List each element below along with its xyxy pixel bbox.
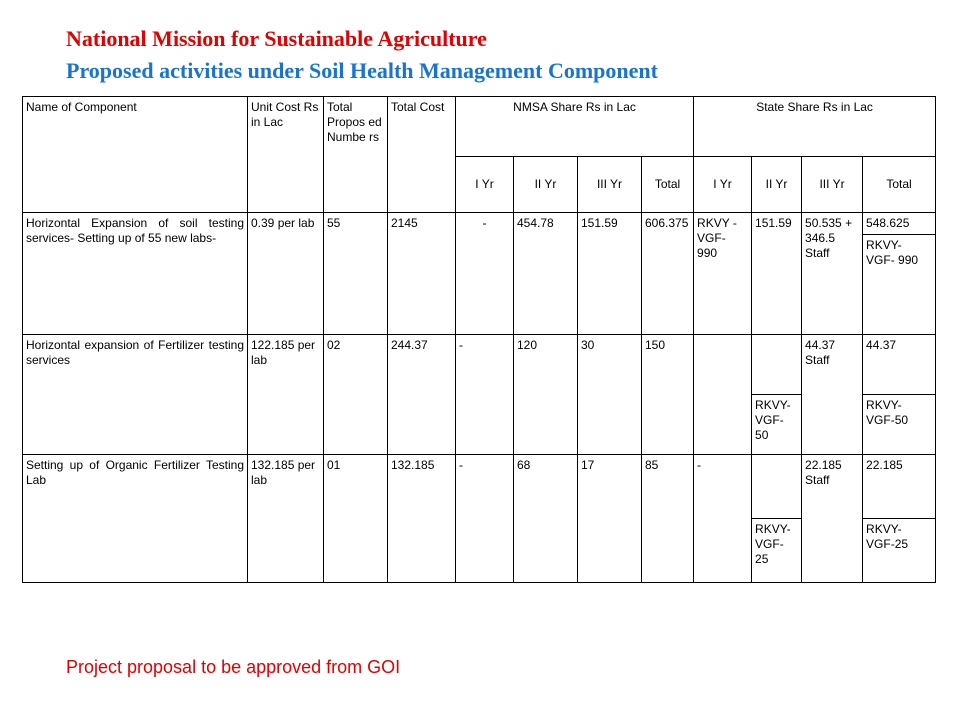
header-name: Name of Component (22, 96, 248, 213)
cell-state-total: 548.625 (862, 212, 937, 235)
cell-state-1: - (693, 454, 753, 583)
cell-nmsa-total: 85 (640, 454, 695, 583)
title-line2: Proposed activities under Soil Health Ma… (66, 58, 658, 83)
cell-nmsa-3: 151.59 (577, 212, 642, 335)
subheader-row: I Yr II Yr III Yr Total I Yr II Yr III Y… (23, 156, 937, 213)
cell-nmsa-total: 606.375 (640, 212, 695, 335)
cell-cost: 2145 (387, 212, 456, 335)
subheader-nmsa-1: I Yr (455, 156, 514, 213)
table-row: Horizontal expansion of Fertilizer testi… (22, 334, 937, 455)
cell-unit-cost: 122.185 per lab (247, 334, 324, 455)
table-row: Horizontal Expansion of soil testing ser… (22, 212, 937, 335)
cell-state-2-note: RKVY- VGF- 25 (751, 518, 803, 583)
cell-numbers: 02 (323, 334, 388, 455)
header-total-proposed: Total Propos ed Numbe rs (323, 96, 388, 213)
cell-component-name: Horizontal expansion of Fertilizer testi… (22, 334, 248, 455)
cell-nmsa-2: 68 (513, 454, 578, 583)
cell-numbers: 01 (323, 454, 388, 583)
cell-state-3: 50.535 + 346.5 Staff (801, 212, 864, 335)
cell-cost: 132.185 (387, 454, 456, 583)
cell-state-total: 44.37 (862, 334, 937, 395)
table-row-extra: RKVY- VGF- 990 (23, 234, 937, 335)
subheader-state-total: Total (862, 156, 937, 213)
footer-note: Project proposal to be approved from GOI (66, 657, 401, 677)
subheader-state-3: III Yr (801, 156, 864, 213)
table-row-extra: RKVY- VGF- 50 RKVY- VGF-50 (23, 394, 937, 455)
cell-state-2-note: RKVY- VGF- 50 (751, 394, 803, 455)
cell-nmsa-1: - (455, 212, 514, 335)
cell-state-1: RKVY - VGF- 990 (693, 212, 753, 335)
cell-nmsa-total: 150 (640, 334, 695, 455)
subheader-nmsa-2: II Yr (513, 156, 578, 213)
cell-state-3: 22.185 Staff (801, 454, 864, 583)
cell-unit-cost: 132.185 per lab (247, 454, 324, 583)
subheader-state-1: I Yr (693, 156, 753, 213)
cell-nmsa-1: - (455, 334, 514, 455)
cell-state-1 (693, 334, 753, 455)
cell-state-2 (751, 334, 803, 395)
cell-component-name: Horizontal Expansion of soil testing ser… (22, 212, 248, 335)
subheader-state-2: II Yr (751, 156, 803, 213)
header-unit-cost: Unit Cost Rs in Lac (247, 96, 324, 213)
cell-state-total-note: RKVY- VGF-50 (862, 394, 937, 455)
cell-nmsa-3: 17 (577, 454, 642, 583)
cell-state-total-note: RKVY- VGF- 990 (862, 234, 937, 335)
subheader-nmsa-3: III Yr (577, 156, 642, 213)
cell-state-total: 22.185 (862, 454, 937, 519)
subheader-nmsa-total: Total (640, 156, 695, 213)
header-row: Name of Component Unit Cost Rs in Lac To… (22, 96, 937, 213)
cell-nmsa-1: - (455, 454, 514, 583)
table-row-extra: RKVY- VGF- 25 RKVY- VGF-25 (23, 518, 937, 583)
cell-state-2 (751, 454, 803, 519)
cell-nmsa-3: 30 (577, 334, 642, 455)
cell-component-name: Setting up of Organic Fertilizer Testing… (22, 454, 248, 583)
cell-state-3: 44.37 Staff (801, 334, 864, 455)
header-total-cost: Total Cost (387, 96, 456, 213)
header-state-share: State Share Rs in Lac (693, 96, 937, 157)
table-row: Setting up of Organic Fertilizer Testing… (22, 454, 937, 583)
cell-unit-cost: 0.39 per lab (247, 212, 324, 335)
component-table: Name of Component Unit Cost Rs in Lac To… (22, 96, 937, 583)
cell-cost: 244.37 (387, 334, 456, 455)
cell-state-2: 151.59 (751, 212, 803, 335)
cell-state-total-note: RKVY- VGF-25 (862, 518, 937, 583)
header-nmsa-share: NMSA Share Rs in Lac (454, 96, 695, 157)
cell-nmsa-2: 454.78 (513, 212, 578, 335)
title-line1: National Mission for Sustainable Agricul… (66, 26, 487, 51)
cell-numbers: 55 (323, 212, 388, 335)
cell-nmsa-2: 120 (513, 334, 578, 455)
